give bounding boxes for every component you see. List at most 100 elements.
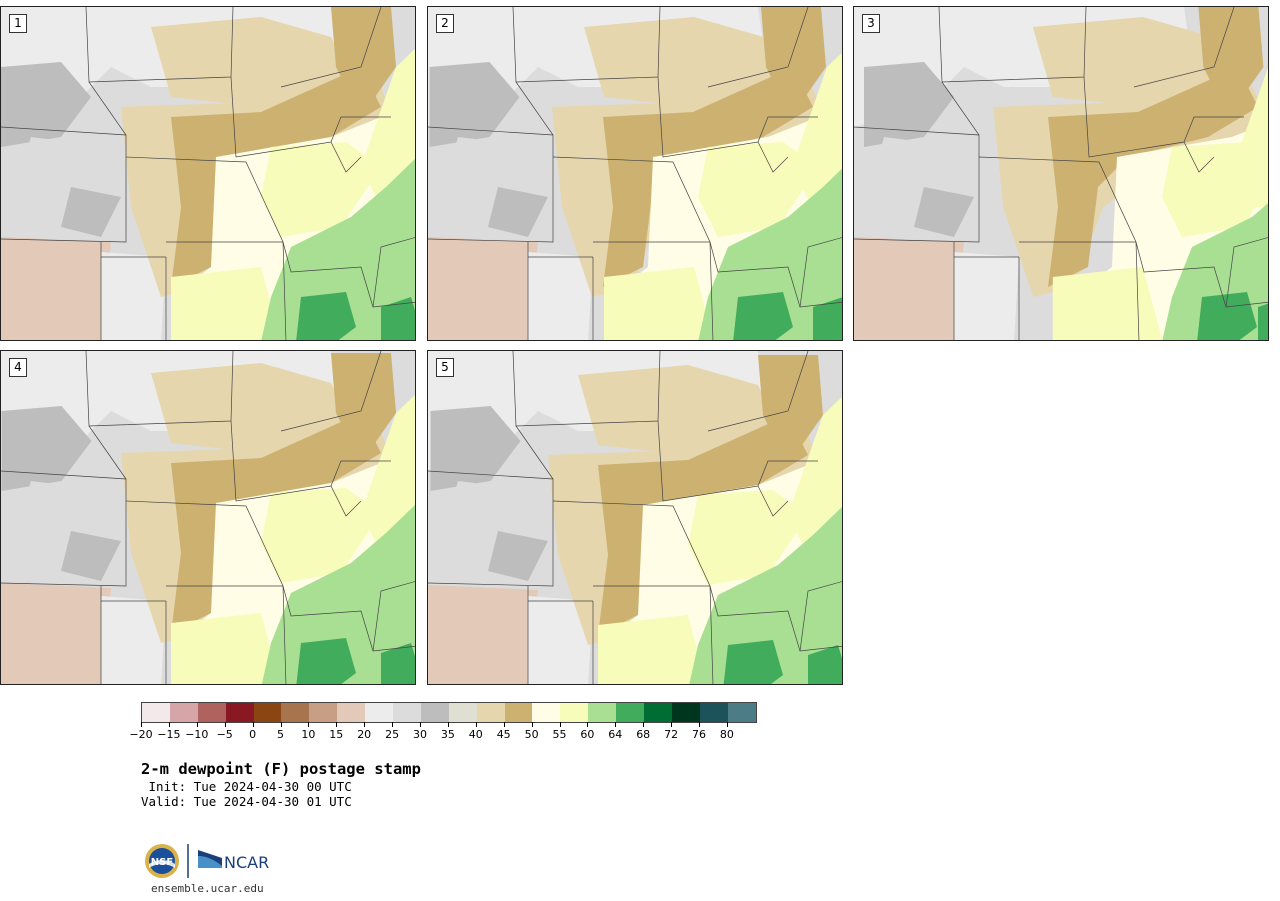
terrain-dark [429, 62, 520, 147]
colorbar-tick [587, 722, 589, 727]
colorbar-ticks: −20 −15 −10 −5 0 5 10 15 20 25 30 35 40 45 50 55 60 64 68 7… [129, 722, 761, 742]
state-border [757, 116, 818, 143]
humid-green-2 [813, 297, 842, 340]
tan-north [151, 17, 361, 107]
moist-yellow-east [1233, 67, 1268, 207]
colorbar-tick [503, 722, 505, 727]
colorbar-swatch [560, 703, 589, 722]
state-border [512, 7, 661, 83]
colorbar-swatch [699, 703, 728, 722]
terrain-south [528, 252, 593, 340]
panel-number-label: 3 [862, 14, 880, 33]
nsf-logo-text: NSF [151, 857, 173, 868]
colorbar-tick [699, 722, 700, 727]
colorbar-tick [252, 722, 254, 727]
terrain-south [528, 596, 593, 684]
colorbar-tick [643, 722, 645, 727]
colorbar-tick-label: 30 [413, 728, 427, 741]
colorbar-tick [447, 722, 449, 727]
dewpoint-map [1, 351, 415, 684]
tan-dark [171, 67, 381, 287]
state-border [978, 156, 1140, 340]
state-border [428, 126, 554, 243]
moist-yellow [698, 142, 818, 237]
colorbar-swatch [532, 703, 561, 722]
colorbar-tick-label: −10 [185, 728, 209, 741]
state-border [941, 81, 980, 136]
state-border [707, 351, 809, 432]
colorbar-swatch [644, 703, 672, 722]
moist-yellow [261, 488, 381, 583]
dewpoint-map [1, 7, 415, 340]
map-panel-4: 4 [0, 350, 416, 685]
moist-yellow [261, 142, 381, 237]
colorbar-tick-label: 72 [664, 728, 679, 741]
state-border [552, 500, 714, 684]
state-border [125, 156, 287, 340]
state-border [85, 351, 234, 427]
colorbar-tick [475, 722, 477, 727]
state-border [799, 237, 842, 308]
moist-yellow-south [1052, 267, 1163, 340]
state-border [799, 581, 842, 652]
colorbar-swatch [476, 703, 505, 722]
state-border [166, 585, 415, 652]
moist-yellow-east [792, 52, 842, 207]
colorbar-tick [196, 722, 198, 727]
colorbar-swatch [448, 703, 477, 722]
colorbar-swatch [142, 703, 170, 722]
colorbar-tick-label: 64 [608, 728, 623, 741]
logo-group: NSF NCAR [144, 842, 284, 882]
colorbar-tick [726, 722, 728, 727]
panel-number-label: 2 [436, 14, 454, 33]
state-border [1183, 116, 1244, 143]
state-border [330, 460, 391, 487]
tan-dark [598, 415, 808, 635]
colorbar-tick [224, 722, 226, 727]
colorbar-tick-label: −15 [157, 728, 181, 741]
state-border [854, 126, 980, 243]
terrain-dark-2 [914, 187, 974, 237]
colorbar-tick [336, 722, 338, 727]
colorbar-tick [308, 722, 310, 727]
state-border [515, 81, 554, 136]
panel-number-label: 1 [9, 14, 27, 33]
terrain-dark-2 [61, 187, 121, 237]
colorbar-swatch [616, 703, 645, 722]
state-border [88, 81, 127, 136]
colorbar-tick-label: 45 [496, 728, 511, 741]
init-time: Init: Tue 2024-04-30 00 UTC [141, 779, 352, 794]
colorbar-tick [141, 722, 142, 727]
tan-northeast [761, 7, 826, 117]
panel-number-label: 4 [9, 358, 27, 377]
site-url: ensemble.ucar.edu [151, 882, 264, 895]
dry-southwest [428, 585, 538, 684]
state-border [938, 7, 1087, 83]
dewpoint-map [428, 7, 842, 340]
state-border [88, 425, 127, 480]
humid-green-2 [381, 297, 415, 340]
state-border [757, 460, 818, 487]
state-border [372, 581, 415, 652]
valid-time: Valid: Tue 2024-04-30 01 UTC [141, 794, 352, 809]
humid-green-2 [381, 643, 415, 684]
dry-southwest [1, 583, 111, 684]
colorbar-swatch [393, 703, 421, 722]
terrain-south [954, 252, 1019, 340]
terrain-south [101, 596, 166, 684]
terrain-dark [430, 406, 521, 491]
moist-yellow-south [171, 613, 280, 684]
moist-yellow-south [604, 267, 714, 340]
tan-north [151, 363, 361, 453]
humid-green-light [698, 168, 842, 340]
humid-green-2 [1258, 303, 1268, 340]
ncar-logo: NCAR [198, 850, 269, 872]
colorbar-tick [615, 722, 617, 727]
colorbar-swatch [588, 703, 617, 722]
colorbar-swatch [309, 703, 338, 722]
state-border [707, 7, 809, 88]
colorbar-tick [559, 722, 561, 727]
colorbar-tick-label: 40 [468, 728, 483, 741]
tan-dark [1048, 67, 1258, 287]
map-panel-1: 1 [0, 6, 416, 341]
